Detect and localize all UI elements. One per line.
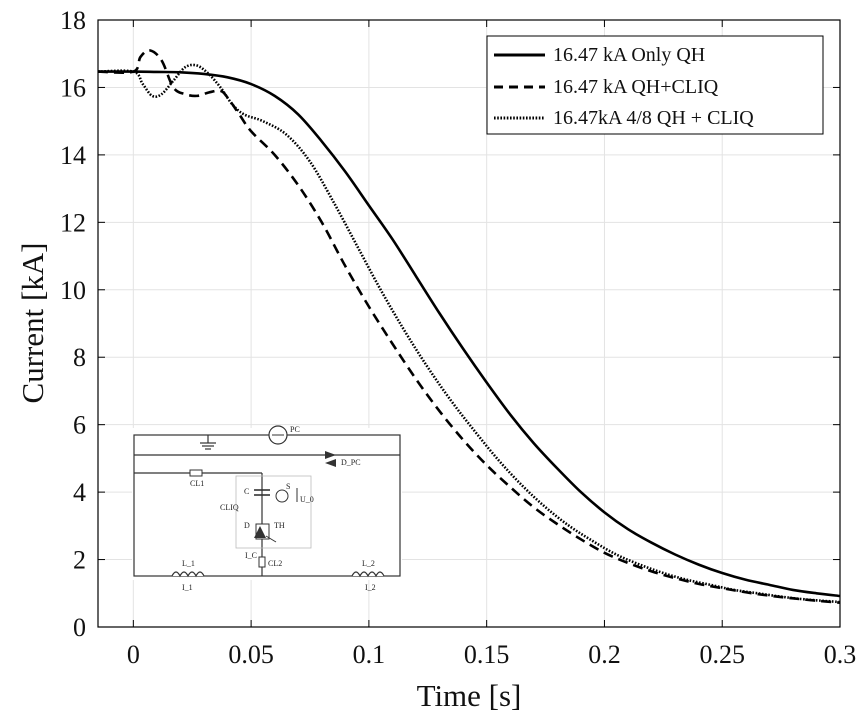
dpc-diode-down [325,459,336,467]
x-tick-label: 0.2 [588,640,621,669]
inset-label-i1: I_1 [182,583,193,592]
x-tick-label: 0 [127,640,140,669]
series-only-qh [97,70,841,598]
inset-label-l1: L_1 [182,559,195,568]
series-qh-cliq [97,49,841,605]
y-tick-label: 0 [73,613,86,642]
y-tick-label: 14 [60,141,86,170]
y-tick-label: 18 [60,6,86,35]
inset-label-th: TH [274,521,285,530]
y-tick-label: 10 [60,276,86,305]
plot-frame [97,19,841,628]
inset-label-ic: I_C [245,551,257,560]
switch-source [275,489,289,503]
inset-label-dpc: D_PC [341,458,361,467]
series-layer [97,49,841,605]
x-axis-title: Time [s] [417,678,522,713]
x-tick-label: 0.05 [228,640,274,669]
y-axis-title: Current [kA] [15,243,50,404]
x-tick-label: 0.1 [353,640,386,669]
inset-background [132,428,402,580]
cl2-resistor [258,556,266,568]
y-tick-label: 16 [60,73,86,102]
legend-label-qh-cliq: 16.47 kA QH+CLIQ [553,76,719,98]
y-tick-label: 4 [73,478,86,507]
x-tick-label: 0.25 [699,640,745,669]
cl1-resistor [189,469,203,477]
thyristor-diode [254,526,266,538]
inset-label-cl1: CL1 [190,479,204,488]
legend: 16.47 kA Only QH 16.47 kA QH+CLIQ 16.47k… [486,35,824,135]
inductor-l2 [351,571,385,578]
inset-label-pc: PC [290,425,300,434]
axis-ticks [98,19,841,628]
y-tick-label: 2 [73,546,86,575]
inset-label-l2: L_2 [362,559,375,568]
inset-label-d: D [244,521,250,530]
x-tick-label: 0.3 [824,640,857,669]
y-tick-label: 8 [73,343,86,372]
inset-label-s: S [286,482,290,491]
inset-circuit-diagram: PC D_PC CL1 C S U_0 CLIQ D TH I_C CL2 L_… [132,425,402,592]
x-tick-label: 0.15 [464,640,510,669]
legend-label-4-8-qh-cliq: 16.47kA 4/8 QH + CLIQ [553,107,754,129]
y-tick-label: 12 [60,208,86,237]
dpc-diode-up [325,451,336,459]
thyristor-gate [265,535,277,543]
inductor-l1 [171,571,205,578]
series-4-8-qh-cliq [97,63,841,604]
inset-label-c: C [244,487,249,496]
inset-label-cl2: CL2 [268,559,282,568]
y-tick-label: 6 [73,411,86,440]
legend-label-only-qh: 16.47 kA Only QH [553,44,705,66]
inset-label-cliq: CLIQ [220,503,239,512]
inset-label-i2: I_2 [365,583,376,592]
inset-label-u0: U_0 [300,495,314,504]
tick-labels: 0 0.05 0.1 0.15 0.2 0.25 0.3 0 2 4 6 8 10 12 14 16 18 [60,6,856,669]
